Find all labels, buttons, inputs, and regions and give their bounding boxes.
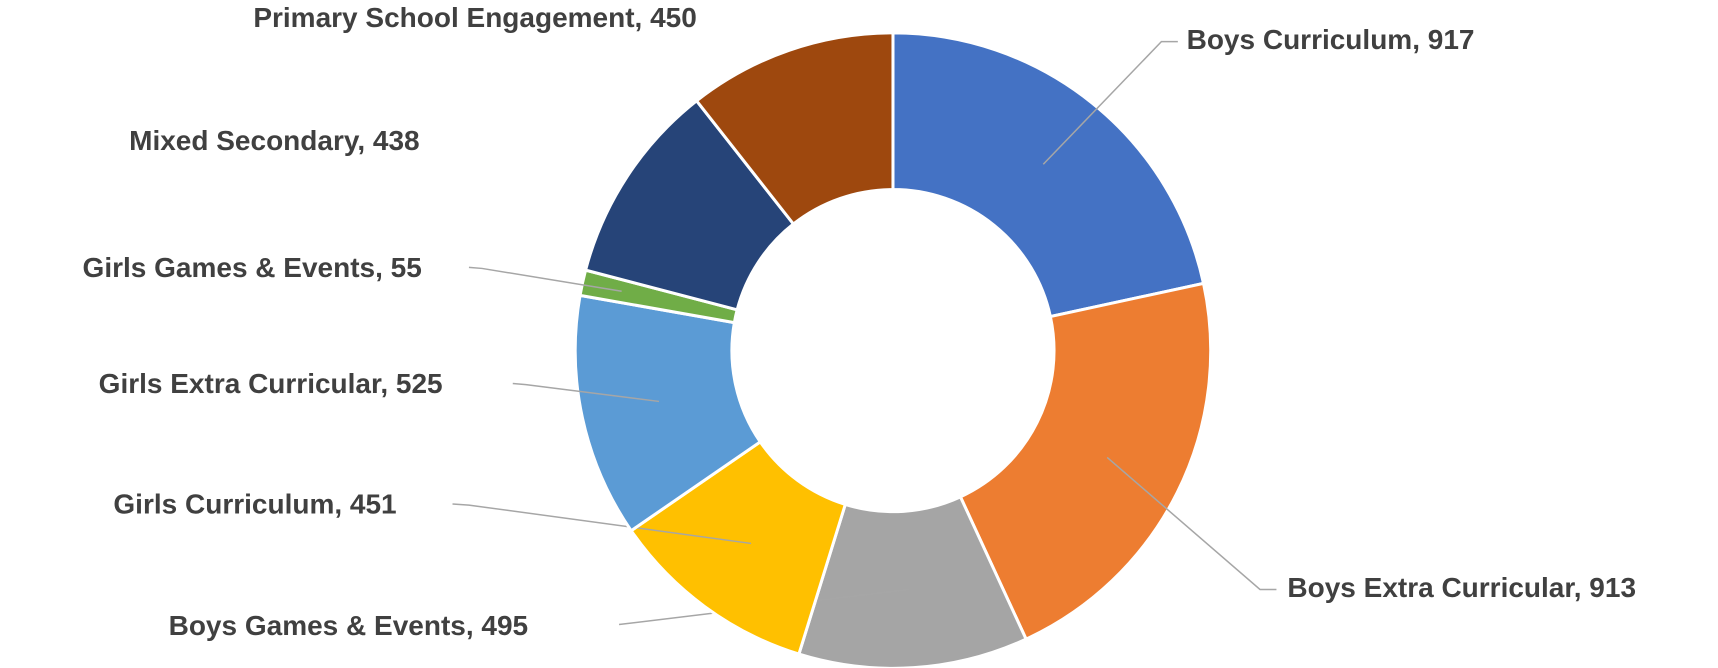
data-label: Girls Games & Events, 55 (83, 252, 422, 283)
data-label: Girls Extra Curricular, 525 (99, 368, 443, 399)
leader-line (1042, 40, 1178, 165)
leader-line (1106, 456, 1277, 591)
data-label: Boys Extra Curricular, 913 (1287, 572, 1636, 603)
data-label: Primary School Engagement, 450 (253, 2, 697, 33)
donut-slice (694, 31, 895, 227)
donut-slice (573, 293, 763, 533)
data-label: Girls Curriculum, 451 (113, 489, 396, 520)
data-label: Boys Games & Events, 495 (169, 610, 529, 641)
data-label: Mixed Secondary, 438 (129, 125, 420, 156)
leader-line (452, 503, 752, 545)
donut-slice (958, 281, 1213, 642)
data-label: Boys Curriculum, 917 (1187, 24, 1475, 55)
leader-line (468, 266, 622, 292)
donut-slice (891, 31, 1206, 319)
leader-line (512, 382, 660, 403)
